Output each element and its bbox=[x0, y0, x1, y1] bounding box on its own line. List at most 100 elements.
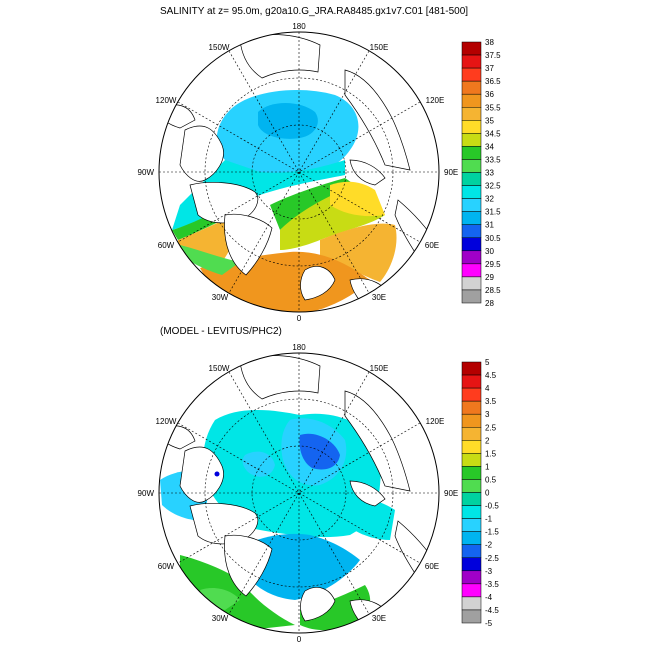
top-colorbar-label: 31 bbox=[485, 221, 494, 230]
bottom-colorbar-label: -3 bbox=[485, 567, 493, 576]
bottom-lon-label-30e: 30E bbox=[372, 614, 386, 623]
bottom-colorbar-label: 3 bbox=[485, 410, 490, 419]
bottom-colorbar-label: -3.5 bbox=[485, 580, 499, 589]
bottom-lon-label-90w: 90W bbox=[138, 489, 155, 498]
bottom-lon-label-150e: 150E bbox=[370, 364, 389, 373]
bottom-colorbar-label: -1 bbox=[485, 515, 493, 524]
bottom-colorbar-swatch bbox=[461, 440, 482, 454]
bottom-lon-label-90e: 90E bbox=[444, 489, 458, 498]
bottom-colorbar-swatch bbox=[461, 583, 482, 598]
bottom-colorbar-label: 1 bbox=[485, 462, 490, 471]
top-colorbar-swatch bbox=[461, 93, 482, 108]
bottom-colorbar-label: 1.5 bbox=[485, 449, 497, 458]
bottom-colorbar-swatch bbox=[461, 505, 482, 519]
top-lon-label-150e: 150E bbox=[370, 43, 389, 52]
bottom-colorbar-swatch bbox=[461, 518, 482, 532]
top-colorbar-label: 33.5 bbox=[485, 155, 501, 164]
top-colorbar-label: 36 bbox=[485, 90, 494, 99]
top-colorbar-swatch bbox=[461, 159, 482, 173]
bottom-lon-label-0: 0 bbox=[297, 635, 302, 644]
top-lon-label-30w: 30W bbox=[212, 293, 229, 302]
top-colorbar-swatch bbox=[461, 54, 482, 69]
bottom-colorbar-swatch bbox=[461, 544, 482, 559]
top-lon-label-60e: 60E bbox=[425, 241, 439, 250]
top-colorbar-swatch bbox=[461, 120, 482, 134]
top-colorbar-label: 29 bbox=[485, 273, 494, 282]
top-lon-label-0: 0 bbox=[297, 314, 302, 323]
top-colorbar-label: 35 bbox=[485, 116, 494, 125]
top-colorbar-swatch bbox=[461, 172, 482, 186]
top-colorbar-label: 31.5 bbox=[485, 208, 501, 217]
bottom-colorbar-label: 4.5 bbox=[485, 371, 497, 380]
bottom-colorbar-swatch bbox=[461, 361, 482, 376]
top-colorbar-swatch bbox=[461, 133, 482, 147]
bottom-small-anomaly bbox=[214, 471, 220, 477]
bottom-colorbar-label: 5 bbox=[485, 358, 490, 367]
top-lon-label-60w: 60W bbox=[158, 241, 175, 250]
bottom-graticule bbox=[159, 353, 439, 633]
top-colorbar-label: 29.5 bbox=[485, 260, 501, 269]
top-colorbar-label: 37 bbox=[485, 64, 494, 73]
bottom-colorbar-swatch bbox=[461, 492, 482, 506]
bottom-colorbar-swatch bbox=[461, 374, 482, 389]
bottom-map-border bbox=[158, 352, 440, 634]
bottom-lon-label-30w: 30W bbox=[212, 614, 229, 623]
top-colorbar-label: 37.5 bbox=[485, 51, 501, 60]
top-colorbar-swatch bbox=[461, 146, 482, 160]
top-lon-label-90e: 90E bbox=[444, 168, 458, 177]
bottom-colorbar-swatch bbox=[461, 387, 482, 402]
bottom-colorbar-swatch bbox=[461, 479, 482, 493]
bottom-colorbar-swatch bbox=[461, 609, 482, 624]
top-colorbar-swatch bbox=[461, 224, 482, 238]
bottom-colorbar-swatch bbox=[461, 596, 482, 611]
top-colorbar-swatch bbox=[461, 211, 482, 225]
bottom-lon-label-120e: 120E bbox=[426, 417, 445, 426]
top-colorbar-swatch bbox=[461, 67, 482, 82]
bottom-colorbar-label: 2.5 bbox=[485, 423, 497, 432]
bottom-colorbar-swatch bbox=[461, 531, 482, 545]
top-lon-label-120e: 120E bbox=[426, 96, 445, 105]
top-colorbar-swatch bbox=[461, 263, 482, 278]
top-colorbar-swatch bbox=[461, 198, 482, 212]
top-panel-title: SALINITY at z= 95.0m, g20a10.G_JRA.RA848… bbox=[160, 6, 469, 17]
top-colorbar-label: 32.5 bbox=[485, 182, 501, 191]
bottom-colorbar-swatch bbox=[461, 453, 482, 467]
top-colorbar: 38 37.5 37 36.5 36 35.5 35 34.5 34 33.5 33 32.5 32 31… bbox=[461, 38, 501, 308]
top-map-border bbox=[158, 31, 440, 313]
bottom-colorbar-swatch bbox=[461, 570, 482, 585]
bottom-colorbar-swatch bbox=[461, 400, 482, 415]
top-colorbar-swatch bbox=[461, 185, 482, 199]
bottom-colorbar-swatch bbox=[461, 427, 482, 441]
top-colorbar-swatch bbox=[461, 289, 482, 304]
top-colorbar-swatch bbox=[461, 276, 482, 291]
bottom-colorbar-label: 0 bbox=[485, 489, 490, 498]
bottom-lon-label-180: 180 bbox=[292, 343, 306, 352]
top-colorbar-label: 36.5 bbox=[485, 77, 501, 86]
bottom-colorbar-swatch bbox=[461, 413, 482, 428]
top-colorbar-label: 32 bbox=[485, 195, 494, 204]
bottom-colorbar-label: -4.5 bbox=[485, 606, 499, 615]
top-colorbar-swatch bbox=[461, 250, 482, 265]
bottom-colorbar-label: 3.5 bbox=[485, 397, 497, 406]
bottom-colorbar-label: -0.5 bbox=[485, 502, 499, 511]
bottom-colorbar-label: -1.5 bbox=[485, 528, 499, 537]
top-colorbar-swatch bbox=[461, 41, 482, 56]
bottom-panel-title: (MODEL - LEVITUS/PHC2) bbox=[160, 326, 282, 337]
top-colorbar-label: 34 bbox=[485, 142, 494, 151]
top-lon-label-30e: 30E bbox=[372, 293, 386, 302]
bottom-lon-label-150w: 150W bbox=[209, 364, 230, 373]
top-lon-label-90w: 90W bbox=[138, 168, 155, 177]
bottom-colorbar-label: -4 bbox=[485, 593, 493, 602]
top-colorbar-label: 28.5 bbox=[485, 286, 501, 295]
bottom-colorbar-label: 4 bbox=[485, 384, 490, 393]
top-colorbar-label: 34.5 bbox=[485, 129, 501, 138]
bottom-colorbar-label: 2 bbox=[485, 436, 490, 445]
bottom-colorbar: 5 4.5 4 3.5 3 2.5 2 1.5 1 0.5 0 -0.5 -1 -1.5 -2 -2.5 -3 -… bbox=[461, 358, 499, 628]
bottom-lon-label-60w: 60W bbox=[158, 562, 175, 571]
bottom-colorbar-label: -5 bbox=[485, 619, 493, 628]
bottom-colorbar-label: 0.5 bbox=[485, 475, 497, 484]
top-colorbar-swatch bbox=[461, 80, 482, 95]
top-colorbar-label: 30.5 bbox=[485, 234, 501, 243]
top-graticule bbox=[159, 32, 439, 312]
